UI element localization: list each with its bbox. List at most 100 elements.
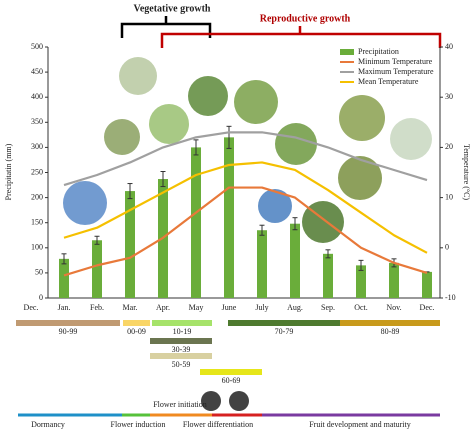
bar <box>422 271 432 298</box>
x-tick-label: Apr. <box>156 303 170 312</box>
y-tick-label: 350 <box>31 117 43 126</box>
photo <box>339 95 385 141</box>
bar <box>290 223 300 298</box>
x-tick-label: Mar. <box>123 303 138 312</box>
photo <box>234 80 278 124</box>
phase-label: 50-59 <box>172 360 191 369</box>
bar <box>356 265 366 298</box>
phase-label: 70-79 <box>275 327 294 336</box>
y-tick-label: 100 <box>31 243 43 252</box>
error-bar <box>259 224 265 236</box>
phase-bar <box>123 320 150 326</box>
error-bar <box>358 259 364 271</box>
x-tick-label: Sep. <box>321 303 335 312</box>
error-bar <box>61 253 67 265</box>
error-bar <box>325 249 331 259</box>
phase-label: 90-99 <box>59 327 78 336</box>
y-tick-label: 150 <box>31 218 43 227</box>
phase-bar <box>228 320 340 326</box>
photo <box>63 181 107 225</box>
phase-label: 10-19 <box>173 327 192 336</box>
error-bar <box>292 217 298 231</box>
y-tick-label: 300 <box>31 142 43 151</box>
y-tick-label: 50 <box>35 268 43 277</box>
stage-label: Flower initiation <box>153 400 207 409</box>
error-bar <box>226 125 232 149</box>
photo <box>275 123 317 165</box>
phase-bar <box>200 369 262 375</box>
photo <box>104 119 140 155</box>
y-axis-label: Precipitatin (mm) <box>4 143 13 200</box>
y2-axis-label: Temperature (°C) <box>462 144 471 201</box>
y-tick-label: 450 <box>31 67 43 76</box>
error-bar <box>193 139 199 156</box>
annotation: Reproductive growth <box>260 13 351 24</box>
phase-label: 60-69 <box>222 376 241 385</box>
y-tick-label: 500 <box>31 42 43 51</box>
error-bar <box>94 235 100 245</box>
y-tick-label: 0 <box>39 293 43 302</box>
phase-bar <box>340 320 440 326</box>
y-tick-label: 200 <box>31 192 43 201</box>
x-tick-label: June <box>222 303 237 312</box>
photo <box>229 391 249 411</box>
y-tick-label: 400 <box>31 92 43 101</box>
photo <box>390 118 432 160</box>
x-tick-label: Dec. <box>24 303 39 312</box>
photos <box>63 57 432 411</box>
x-tick-label: Feb. <box>90 303 104 312</box>
x-tick-label: Jan. <box>58 303 71 312</box>
photo <box>201 391 221 411</box>
bar <box>224 137 234 298</box>
legend-label: Minimum Temperature <box>358 57 433 66</box>
bar <box>92 240 102 298</box>
phase-bar <box>150 353 212 359</box>
x-tick-label: May <box>189 303 204 312</box>
y2-tick-label: 10 <box>445 192 453 201</box>
x-tick-label: Nov. <box>386 303 401 312</box>
bar <box>389 262 399 298</box>
line <box>63 131 428 187</box>
annotation: Vegetative growth <box>134 3 211 14</box>
phase-bar <box>150 338 212 344</box>
photo <box>258 189 292 223</box>
stage-label: Fruit development and maturity <box>309 420 411 429</box>
photo <box>149 104 189 144</box>
y-tick-label: 250 <box>31 167 43 176</box>
phase-bar <box>16 320 120 326</box>
stage-label: Flower differentiation <box>183 420 253 429</box>
phase-label: 30-39 <box>172 345 191 354</box>
y2-tick-label: 0 <box>445 243 449 252</box>
x-tick-label: Aug. <box>287 303 303 312</box>
photo <box>338 156 382 200</box>
legend-swatch <box>340 49 354 55</box>
line <box>63 186 428 277</box>
reproductive-bracket <box>160 26 442 48</box>
phase-label: 00-09 <box>127 327 146 336</box>
y2-tick-label: 40 <box>445 42 453 51</box>
legend-label: Precipitation <box>358 47 399 56</box>
photo <box>119 57 157 95</box>
legend-label: Mean Temperature <box>358 77 419 86</box>
line <box>63 161 428 254</box>
phase-bar <box>152 320 212 326</box>
photo <box>188 76 228 116</box>
error-bar <box>127 183 133 200</box>
bar <box>59 258 69 298</box>
vegetative-bracket <box>120 16 212 38</box>
bar <box>125 191 135 298</box>
phase-label: 80-89 <box>381 327 400 336</box>
y2-tick-label: 30 <box>445 92 453 101</box>
y2-tick-label: -10 <box>445 293 456 302</box>
bar <box>257 230 267 298</box>
stage-label: Dormancy <box>31 420 65 429</box>
stage-label: Flower induction <box>111 420 166 429</box>
bar <box>323 253 333 298</box>
y2-tick-label: 20 <box>445 142 453 151</box>
x-tick-label: Dec. <box>420 303 435 312</box>
legend-label: Maximum Temperature <box>358 67 434 76</box>
error-bar <box>160 170 166 188</box>
x-tick-label: July <box>255 303 268 312</box>
